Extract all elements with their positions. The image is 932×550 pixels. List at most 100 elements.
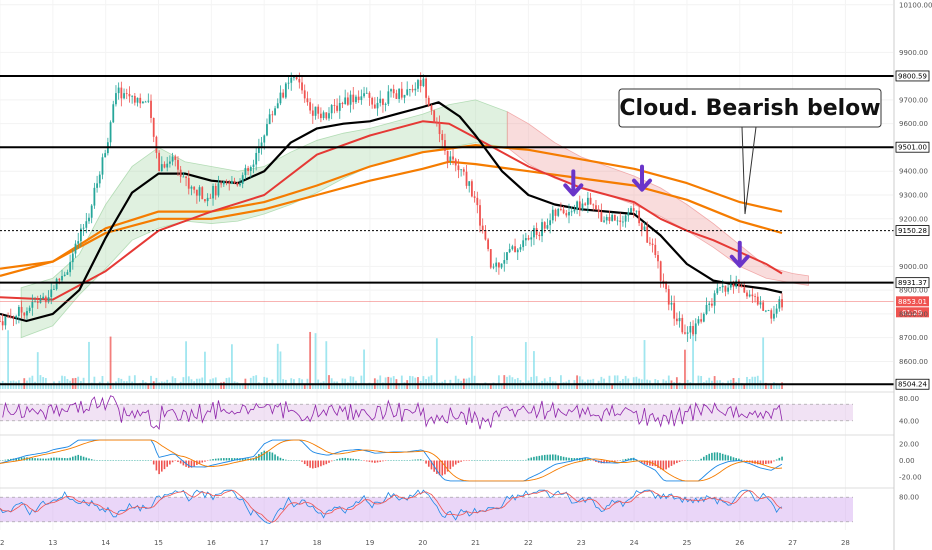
volume-bar xyxy=(303,384,306,389)
candle-body xyxy=(462,169,465,172)
macd-histogram-bar xyxy=(441,460,444,476)
candle-body xyxy=(171,156,174,162)
horizontal-levels[interactable]: 9800.59 9501.00 9150.28 8931.37 8504.24 8853.… xyxy=(0,70,930,390)
macd-histogram-bar xyxy=(96,460,98,461)
candle-body xyxy=(514,246,516,253)
macd-histogram-bar xyxy=(438,460,441,476)
macd-histogram-bar xyxy=(344,457,346,461)
macd-histogram-bar xyxy=(781,456,783,461)
candle-body xyxy=(7,316,9,318)
volume-bar xyxy=(15,381,18,389)
macd-histogram-bar xyxy=(689,460,692,461)
macd-histogram-bar xyxy=(80,455,82,461)
volume-bar xyxy=(346,382,349,389)
candle-body xyxy=(144,101,147,103)
time-tick-label: 28 xyxy=(841,539,850,547)
macd-histogram-bar xyxy=(112,460,115,461)
macd-histogram-bar xyxy=(82,456,85,461)
volume-bar xyxy=(185,341,187,389)
volume-bar xyxy=(387,376,390,389)
volume-bar xyxy=(231,344,233,389)
candle-body xyxy=(55,278,58,290)
macd-histogram-bar xyxy=(206,460,209,461)
macd-histogram-bar xyxy=(120,460,123,461)
candle-body xyxy=(643,226,646,230)
macd-histogram-bar xyxy=(516,460,519,461)
macd-histogram-bar xyxy=(306,460,309,467)
candle-body xyxy=(236,182,239,186)
macd-histogram-bar xyxy=(115,460,117,461)
volume-bar xyxy=(42,377,45,389)
volume-bar xyxy=(279,351,282,389)
macd-histogram-bar xyxy=(468,460,471,461)
macd-histogram-bar xyxy=(401,460,403,461)
candle-body xyxy=(341,103,344,105)
volume-bar xyxy=(773,382,775,389)
macd-histogram-bar xyxy=(244,458,247,461)
macd-signal-line xyxy=(0,439,783,482)
candle-body xyxy=(309,102,312,111)
macd-histogram-bar xyxy=(732,457,735,461)
candle-body xyxy=(61,275,63,281)
candle-body xyxy=(533,228,535,238)
volume-bar xyxy=(667,375,670,389)
volume-bar xyxy=(177,384,179,389)
macd-histogram-bar xyxy=(134,460,136,461)
candle-body xyxy=(373,104,376,109)
macd-histogram-bar xyxy=(665,460,667,470)
volume-bar xyxy=(754,376,756,389)
macd-histogram-bar xyxy=(179,460,182,464)
candle-body xyxy=(384,103,387,105)
macd-histogram-bar xyxy=(740,459,743,461)
macd-histogram-bar xyxy=(573,458,576,461)
macd-histogram-bar xyxy=(595,460,597,462)
candle-body xyxy=(759,302,762,305)
rsi-line xyxy=(2,395,783,431)
macd-histogram-bar xyxy=(368,460,371,462)
candle-body xyxy=(201,187,204,200)
macd-histogram-bar xyxy=(50,457,53,461)
volume-bar xyxy=(605,382,608,389)
candle-body xyxy=(632,208,635,212)
volume-bar xyxy=(131,381,134,389)
macd-histogram-bar xyxy=(565,457,568,461)
macd-histogram-bar xyxy=(411,459,414,461)
macd-histogram-bar xyxy=(681,460,684,462)
volume-bar xyxy=(379,375,382,389)
macd-histogram-bar xyxy=(7,459,9,461)
candle-body xyxy=(670,302,673,305)
volume-bar xyxy=(702,382,705,389)
macd-histogram-bar xyxy=(1,460,4,461)
candle-body xyxy=(50,289,53,298)
volume-bar xyxy=(403,382,406,389)
candle-body xyxy=(198,187,201,196)
macd-histogram-bar xyxy=(298,460,301,461)
candle-body xyxy=(433,110,436,122)
volume-bar xyxy=(497,375,500,389)
time-tick-label: 20 xyxy=(418,539,427,547)
time-tick-label: 18 xyxy=(313,539,322,547)
macd-histogram-bar xyxy=(161,460,163,472)
macd-histogram-bar xyxy=(271,452,274,461)
candle-body xyxy=(101,157,104,175)
volume-bar xyxy=(320,382,322,389)
volume-bar xyxy=(314,333,317,389)
volume-bar xyxy=(611,384,614,389)
macd-histogram-bar xyxy=(676,460,678,464)
candle-body xyxy=(554,209,557,216)
candle-body xyxy=(185,176,187,179)
candle-body xyxy=(271,114,274,116)
volume-bar xyxy=(106,381,109,389)
candle-body xyxy=(500,263,503,268)
macd-histogram-bar xyxy=(293,460,295,461)
candle-body xyxy=(435,121,438,123)
time-tick-label: 22 xyxy=(524,539,533,547)
candle-body xyxy=(303,90,306,99)
price-tick-label: 9600.00 xyxy=(899,120,928,128)
indicator-panes: 80.00 40.00 20.00 0.00 -20.00 80.00 xyxy=(0,391,922,524)
candle-body xyxy=(578,201,581,210)
volume-bar xyxy=(171,376,174,389)
macd-histogram-bar xyxy=(603,460,605,464)
volume-bar xyxy=(179,381,182,389)
